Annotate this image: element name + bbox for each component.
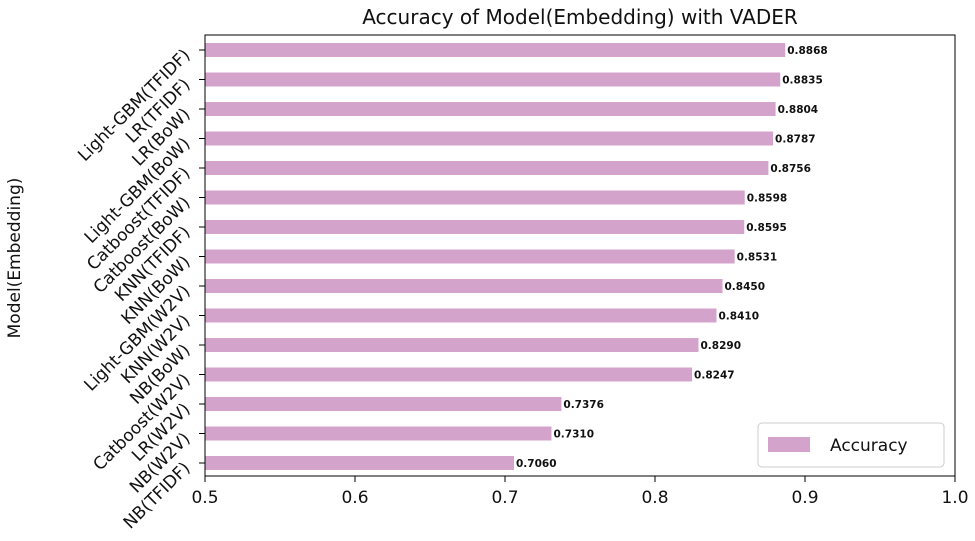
bar xyxy=(205,161,769,175)
bar xyxy=(205,220,745,234)
data-label: 0.8595 xyxy=(746,222,787,234)
bar xyxy=(205,72,781,87)
data-label: 0.8531 xyxy=(737,252,778,264)
bar xyxy=(205,426,552,441)
bar xyxy=(205,397,562,411)
bar xyxy=(205,43,786,57)
y-axis-label: Model(Embedding) xyxy=(5,178,25,339)
bar xyxy=(205,279,723,293)
x-tick-label: 0.8 xyxy=(641,488,668,508)
data-label: 0.7376 xyxy=(563,399,604,411)
legend-box xyxy=(757,422,945,468)
data-label: 0.8410 xyxy=(719,311,760,323)
legend: Accuracy xyxy=(757,422,945,468)
x-tick-label: 1.0 xyxy=(941,488,968,508)
data-label: 0.8756 xyxy=(770,163,811,175)
data-label: 0.8787 xyxy=(775,134,816,146)
data-label: 0.8804 xyxy=(778,104,819,116)
data-label: 0.8247 xyxy=(694,370,735,382)
data-label: 0.8868 xyxy=(787,45,828,57)
legend-label-accuracy: Accuracy xyxy=(830,436,908,456)
bar xyxy=(205,308,717,323)
bar xyxy=(205,338,699,352)
data-label: 0.8290 xyxy=(701,340,742,352)
x-tick-label: 0.5 xyxy=(191,488,218,508)
x-tick-label: 0.6 xyxy=(341,488,368,508)
legend-swatch-accuracy xyxy=(768,437,810,452)
bar xyxy=(205,249,735,264)
bar xyxy=(205,456,514,470)
data-label: 0.7060 xyxy=(516,458,557,470)
data-label: 0.7310 xyxy=(554,429,595,441)
plot-frame xyxy=(204,34,956,477)
bar xyxy=(205,367,693,382)
data-label: 0.8835 xyxy=(782,75,823,87)
bar xyxy=(205,102,776,116)
data-label: 0.8450 xyxy=(725,281,766,293)
bar xyxy=(205,131,774,146)
chart-title: Accuracy of Model(Embedding) with VADER xyxy=(362,5,798,29)
x-tick-label: 0.9 xyxy=(791,488,818,508)
bar xyxy=(205,190,745,205)
data-label: 0.8598 xyxy=(747,193,788,205)
x-tick-label: 0.7 xyxy=(491,488,518,508)
